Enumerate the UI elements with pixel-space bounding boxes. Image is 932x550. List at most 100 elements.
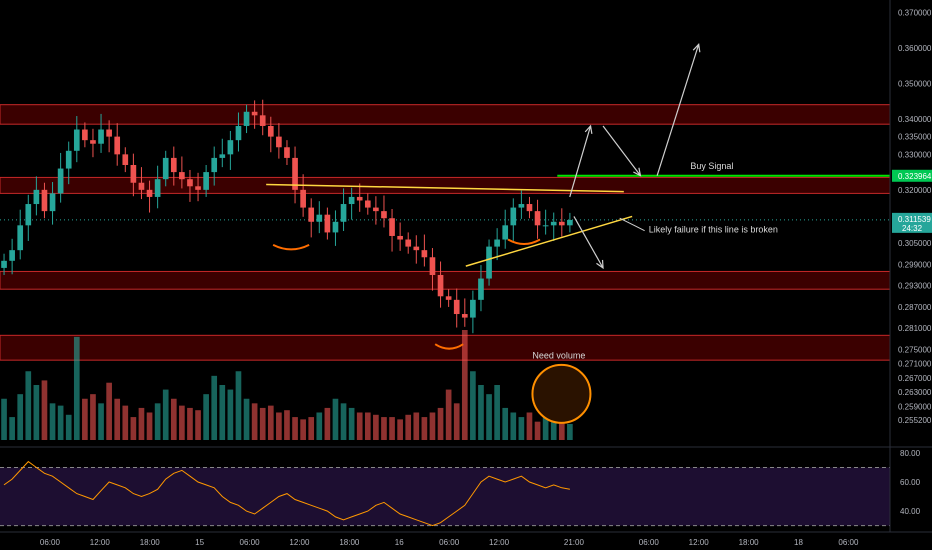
candle[interactable] [453,288,460,328]
arrow-up-first[interactable] [569,124,593,198]
candle-body [494,239,500,247]
candle[interactable] [267,116,274,153]
candle[interactable] [251,100,258,129]
candle[interactable] [170,146,177,186]
candle[interactable] [437,261,444,308]
candle[interactable] [179,156,185,189]
candle[interactable] [187,169,193,202]
drawing-overlays[interactable]: Buy Signal Likely failure if this line is… [266,43,890,424]
candle[interactable] [82,122,88,148]
candle[interactable] [146,180,153,213]
candle[interactable] [381,195,387,228]
candle[interactable] [405,232,412,254]
candle[interactable] [65,141,72,185]
candle[interactable] [41,182,48,219]
candle[interactable] [486,239,492,286]
candle[interactable] [235,112,242,152]
arrow-up-target[interactable] [656,43,701,176]
candle[interactable] [550,212,557,241]
candle[interactable] [17,209,24,260]
candle[interactable] [542,209,549,235]
volume-bar [227,389,234,440]
candle[interactable] [567,212,573,233]
candle[interactable] [558,208,565,237]
candle[interactable] [429,248,436,291]
candle[interactable] [211,146,218,186]
candle[interactable] [138,167,145,200]
candle[interactable] [195,172,201,202]
candle[interactable] [227,130,234,170]
time-tick-label: 18 [794,538,803,547]
candle[interactable] [1,253,7,275]
candle[interactable] [356,183,363,212]
candles[interactable] [1,99,573,334]
candle-body [17,225,24,251]
candle[interactable] [316,201,323,234]
candle[interactable] [413,235,420,264]
candle[interactable] [243,104,250,134]
candle[interactable] [397,222,403,251]
candle[interactable] [373,196,379,225]
candle[interactable] [73,116,80,163]
price-axis[interactable]: 0.370000 0.360000 0.350000 0.340000 0.335000… [889,0,932,532]
candle[interactable] [259,99,266,136]
price-tick-label: 0.267000 [898,374,932,383]
candle[interactable] [445,289,452,307]
arrow-breakdown[interactable] [573,216,604,270]
candle[interactable] [518,190,525,219]
candle-body [130,165,137,183]
candle[interactable] [284,140,290,165]
volume-bar [9,417,15,440]
candle[interactable] [534,199,541,239]
candle[interactable] [340,188,347,231]
volume-bar [348,407,355,440]
candle[interactable] [49,182,56,225]
candle-body [235,125,242,141]
candle[interactable] [308,198,315,238]
need-volume-circle[interactable] [531,363,592,424]
candle[interactable] [9,238,15,275]
support-trendline[interactable] [465,215,633,267]
candle[interactable] [90,128,96,158]
volume-bar [308,417,315,440]
candle[interactable] [114,123,121,166]
candle[interactable] [510,198,517,241]
time-axis[interactable]: 06:00 12:00 18:00 15 06:00 12:00 18:00 16 06:00 1… [0,531,932,547]
candle[interactable] [203,165,209,197]
candle[interactable] [300,174,306,217]
price-tick-label: 0.259000 [898,402,932,411]
volume-bar [17,394,24,440]
rsi-pane [0,446,932,527]
candle[interactable] [502,209,509,249]
candle[interactable] [33,176,40,216]
candle[interactable] [348,187,355,220]
candle[interactable] [364,193,371,215]
candle[interactable] [389,209,395,252]
arrow-pullback[interactable] [602,125,642,177]
volume-bar [106,382,112,440]
candle[interactable] [494,228,500,261]
candle[interactable] [324,207,331,240]
candle[interactable] [98,113,104,153]
candle[interactable] [25,194,32,241]
candle[interactable] [106,120,112,153]
candle[interactable] [461,298,468,327]
candle-body [510,207,517,226]
candle[interactable] [470,290,476,334]
candle[interactable] [219,138,226,168]
candle[interactable] [526,196,533,219]
candle[interactable] [122,147,129,173]
candle[interactable] [332,210,339,246]
candle[interactable] [276,123,282,159]
candle[interactable] [478,265,484,312]
candle[interactable] [154,165,161,209]
candle[interactable] [421,234,428,267]
candle[interactable] [130,153,137,197]
rsi-tick-label: 60.00 [900,478,921,487]
candle[interactable] [57,152,64,203]
candle[interactable] [162,150,169,187]
neckline-trendline[interactable] [266,183,624,193]
candle[interactable] [292,146,298,204]
candle-body [324,214,331,233]
